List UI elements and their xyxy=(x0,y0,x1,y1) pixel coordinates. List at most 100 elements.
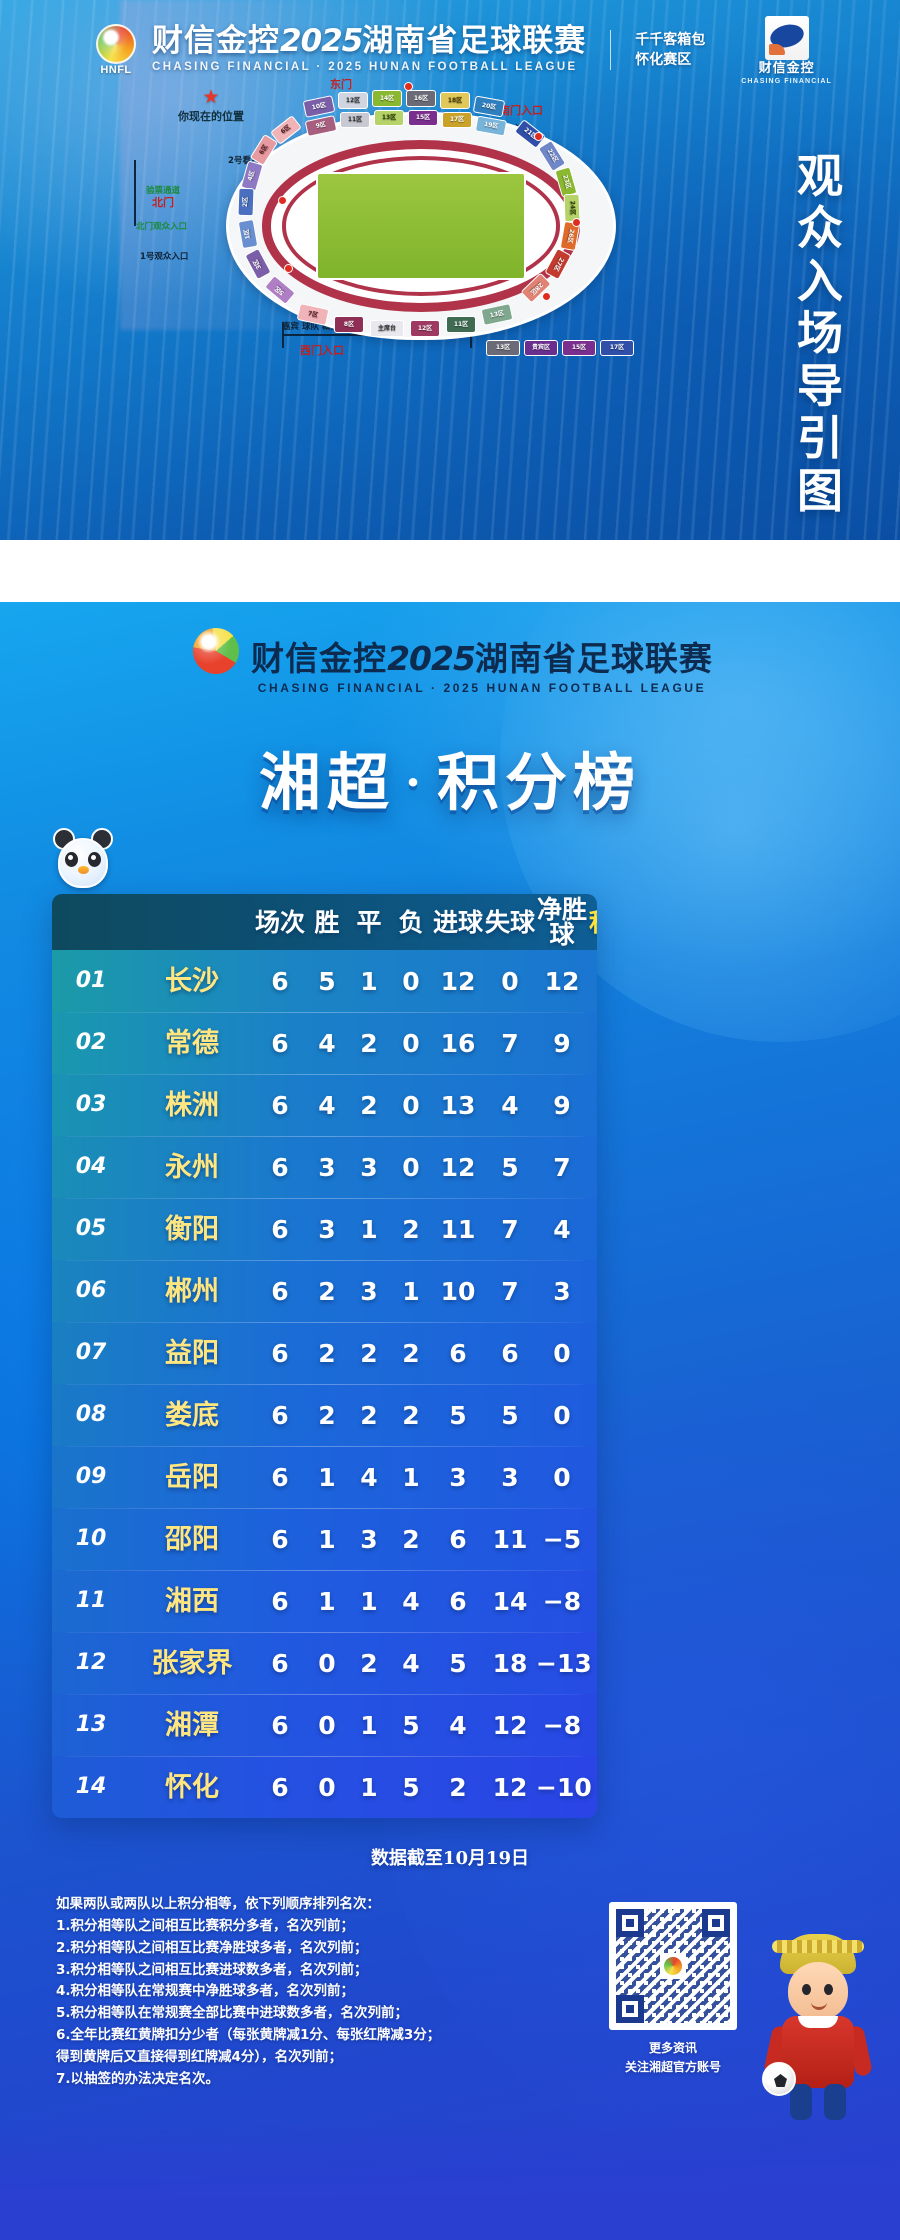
qr-eye-top-left xyxy=(616,1909,644,1937)
page-title-main: 湘超 xyxy=(258,746,395,819)
cell-rank: 05 xyxy=(75,1216,107,1241)
cell-team: 邵阳 xyxy=(165,1523,219,1555)
entrance-dot xyxy=(542,292,551,301)
qr-code-icon[interactable] xyxy=(609,1902,737,2030)
cell-goals-for: 12 xyxy=(440,1152,476,1182)
cell-points: 8 xyxy=(588,1403,597,1428)
seat-section: 13区 xyxy=(486,340,520,356)
table-body: 01长沙6510120121602常德642016791403株洲6420134… xyxy=(52,950,597,1818)
cell-points: 1 xyxy=(588,1775,597,1800)
cell-played: 6 xyxy=(271,1462,289,1492)
cell-goal-diff: 4 xyxy=(553,1214,571,1244)
table-row: 08娄底62225508 xyxy=(52,1384,597,1446)
cell-goal-diff: −8 xyxy=(542,1586,582,1616)
league-ball-icon xyxy=(193,628,240,674)
cell-goal-diff: −13 xyxy=(536,1648,592,1678)
cell-draw: 2 xyxy=(360,1028,378,1058)
cell-rank: 12 xyxy=(75,1650,107,1675)
seat-section: 2区 xyxy=(237,187,255,217)
table-row: 04永州6330125712 xyxy=(52,1136,597,1198)
entrance-dot xyxy=(284,264,293,273)
cell-team: 株洲 xyxy=(165,1089,219,1121)
cell-team: 娄底 xyxy=(165,1399,219,1431)
rules-list: 1.积分相等队之间相互比赛积分多者，名次列前； 2.积分相等队之间相互比赛净胜球多… xyxy=(56,1916,596,2091)
cell-team: 常德 xyxy=(165,1027,219,1059)
rule-line: 5.积分相等队在常规赛全部比赛中进球数多者，名次列前； xyxy=(56,2005,409,2022)
cell-played: 6 xyxy=(271,1214,289,1244)
cell-draw: 2 xyxy=(360,1648,378,1678)
cell-draw: 3 xyxy=(360,1524,378,1554)
cell-goal-diff: 9 xyxy=(553,1028,571,1058)
chasing-financial-logo: 财信金控 CHASING FINANCIAL xyxy=(741,15,832,85)
cell-points: 14 xyxy=(588,1093,598,1118)
hnfl-ball-icon xyxy=(96,24,136,64)
entrance-dot xyxy=(278,196,287,205)
hnfl-logo-mark xyxy=(187,628,245,686)
cell-goals-for: 5 xyxy=(449,1400,467,1430)
cell-goal-diff: −8 xyxy=(542,1710,582,1740)
table-row: 03株洲6420134914 xyxy=(52,1074,597,1136)
cell-rank: 08 xyxy=(75,1402,107,1427)
cell-points: 14 xyxy=(588,1031,598,1056)
cell-goal-diff: −10 xyxy=(536,1772,592,1802)
banner-title: 财信金控2025湖南省足球联赛 CHASING FINANCIAL · 2025… xyxy=(152,26,586,74)
rule-line: 3.积分相等队之间相互比赛进球数多者，名次列前； xyxy=(56,1961,368,1978)
measure-line-north xyxy=(134,160,136,226)
cell-goal-diff: 0 xyxy=(553,1400,571,1430)
cell-goals-for: 5 xyxy=(449,1648,467,1678)
cell-played: 6 xyxy=(271,1152,289,1182)
cell-played: 6 xyxy=(271,1338,289,1368)
cell-goals-against: 0 xyxy=(501,966,519,996)
standings-banner-title: 财信金控2025湖南省足球联赛 CHASING FINANCIAL · 2025… xyxy=(251,642,713,694)
bottom-fade xyxy=(0,2120,900,2240)
cell-win: 4 xyxy=(318,1028,336,1058)
cell-loss: 2 xyxy=(402,1400,420,1430)
header-goal-diff: 净胜球 xyxy=(536,895,587,949)
cell-rank: 07 xyxy=(75,1340,107,1365)
cell-draw: 4 xyxy=(360,1462,378,1492)
cell-goals-for: 6 xyxy=(449,1338,467,1368)
banner-title-prefix: 财信金控 xyxy=(152,23,280,60)
cell-draw: 1 xyxy=(360,1214,378,1244)
mascot-boy-eye-left xyxy=(802,1984,811,1995)
cell-loss: 1 xyxy=(402,1276,420,1306)
table-row: 01长沙65101201216 xyxy=(52,950,597,1012)
mascot-boy-leg-right xyxy=(824,2084,846,2120)
you-are-here-marker: ★ 你现在的位置 xyxy=(178,88,244,122)
cell-goal-diff: 7 xyxy=(553,1152,571,1182)
cell-goals-against: 7 xyxy=(501,1276,519,1306)
cell-goals-for: 2 xyxy=(449,1772,467,1802)
cell-goals-against: 5 xyxy=(501,1400,519,1430)
cell-points: 4 xyxy=(588,1589,597,1614)
mascot-boy-head xyxy=(788,1962,848,2020)
cell-played: 6 xyxy=(271,1276,289,1306)
cell-goals-against: 12 xyxy=(492,1710,528,1740)
header-points: 积分 xyxy=(588,910,597,935)
cell-draw: 2 xyxy=(360,1400,378,1430)
cell-goals-against: 14 xyxy=(492,1586,528,1616)
seat-section: 17区 xyxy=(442,112,472,128)
banner-sub-line2: 怀化赛区 xyxy=(635,52,692,68)
mascot-penguin-icon xyxy=(52,828,114,894)
cell-team: 郴州 xyxy=(165,1275,219,1307)
cell-win: 4 xyxy=(318,1090,336,1120)
cell-win: 0 xyxy=(318,1648,336,1678)
seat-section: 15区 xyxy=(408,110,438,126)
cell-goals-against: 7 xyxy=(501,1214,519,1244)
mascot-boy-collar xyxy=(798,2016,838,2028)
label-gate-top: 东门 xyxy=(330,78,352,91)
seat-section: 16区 xyxy=(406,90,436,107)
seat-section: 10区 xyxy=(302,95,336,118)
qr-center-logo xyxy=(660,1953,686,1979)
cell-rank: 09 xyxy=(75,1464,107,1489)
entrance-dot xyxy=(404,82,413,91)
qr-block[interactable]: 更多资讯 关注湘超官方账号 xyxy=(597,1902,749,2076)
stadium-map: 10区 12区 14区 16区 18区 20区 9区 11区 13区 15区 1… xyxy=(186,82,656,356)
cell-team: 湘西 xyxy=(165,1585,219,1617)
stadium-guide-poster: HNFL 财信金控2025湖南省足球联赛 CHASING FINANCIAL ·… xyxy=(0,0,900,540)
entrance-dot xyxy=(534,132,543,141)
cell-win: 2 xyxy=(318,1276,336,1306)
